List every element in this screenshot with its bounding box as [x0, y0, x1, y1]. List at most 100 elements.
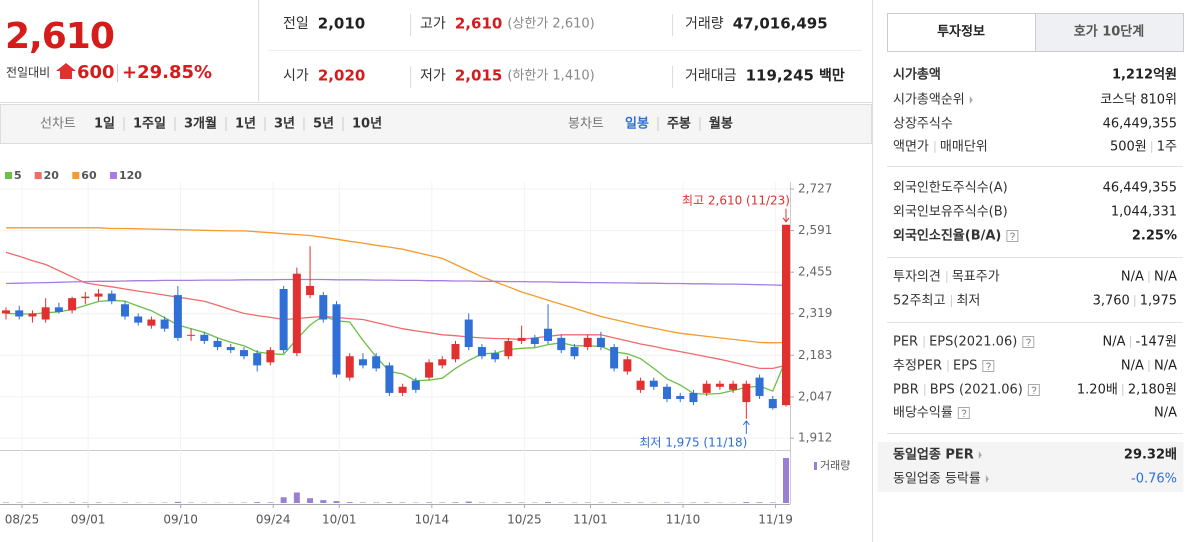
period-button[interactable]: 월봉: [709, 116, 733, 132]
candle-body: [570, 347, 579, 357]
candle-body: [411, 380, 420, 390]
volume-bar: [505, 502, 512, 503]
legend-label: 5: [14, 169, 22, 182]
ma-line: [6, 227, 787, 344]
ma-line: [5, 251, 787, 370]
candle-body: [610, 347, 619, 369]
candle-body: [147, 319, 156, 326]
row-value: N/A: [1121, 359, 1144, 374]
candle-body: [358, 359, 367, 366]
summary-note: (상한가 2,610): [507, 17, 594, 32]
ma-line: [5, 278, 787, 286]
row-value: -147원: [1136, 335, 1177, 350]
candle-body: [54, 307, 63, 312]
tab[interactable]: [1035, 13, 1184, 52]
candle-body: [2, 310, 10, 314]
price: 2,610: [5, 16, 114, 57]
volume-bar: [756, 502, 763, 503]
row-label: 최저: [956, 294, 980, 309]
summary-value: 2,610: [455, 15, 502, 33]
period-button[interactable]: 3년: [274, 117, 295, 132]
volume-bar: [465, 501, 472, 503]
candle-body: [649, 380, 658, 387]
candle-body: [702, 383, 711, 393]
candle-body: [345, 356, 354, 378]
legend-label: 120: [119, 169, 142, 182]
help-icon: [982, 360, 995, 372]
x-tick-label: 11/10: [666, 513, 701, 527]
period-button[interactable]: 일봉: [625, 117, 649, 132]
summary-note: (하한가 1,410): [507, 69, 594, 84]
y-tick-label: 2,319: [798, 306, 832, 320]
row-value: N/A: [1103, 335, 1126, 350]
candle-body: [729, 383, 738, 390]
tab-label[interactable]: 호가 10단계: [1074, 24, 1144, 40]
row-label: EPS(2021.06): [929, 335, 1017, 350]
volume-bar: [267, 502, 274, 503]
period-button[interactable]: 3개월: [184, 116, 217, 132]
legend-swatch: [34, 172, 42, 179]
link-icon: [985, 475, 989, 483]
legend-swatch: [72, 172, 80, 179]
help-glyph: [961, 409, 967, 417]
volume-bar: [386, 502, 393, 503]
candle-body: [200, 334, 209, 341]
candle-body: [253, 353, 262, 366]
summary-label: 거래대금: [685, 68, 737, 84]
period-button[interactable]: 주봉: [667, 117, 691, 132]
help-icon: [1006, 230, 1019, 242]
change-label: 전일대비: [6, 66, 50, 80]
volume-bar: [783, 458, 789, 503]
up-icon: [56, 63, 76, 79]
row-label: 52주최고: [893, 294, 945, 309]
help-glyph: [1031, 386, 1037, 394]
candle-body: [107, 293, 116, 302]
candle-body: [372, 356, 381, 369]
row-label: 시가총액순위: [893, 93, 965, 108]
volume-bar: [611, 502, 618, 503]
candle-body: [81, 296, 90, 299]
legend-label: 60: [81, 169, 97, 182]
volume-bar: [320, 500, 327, 503]
x-tick-label: 10/01: [322, 513, 357, 527]
row-value: N/A: [1154, 406, 1177, 421]
y-tick-label: 2,183: [798, 348, 832, 362]
summary-label: 시가: [283, 68, 309, 84]
x-tick-label: 09/10: [163, 513, 198, 527]
tab-label[interactable]: 투자정보: [937, 24, 985, 40]
row-value: 1.20배: [1077, 383, 1118, 398]
highlight-box: [877, 442, 1184, 492]
row-label: 동일업종 PER: [893, 448, 974, 463]
row-value: 2.25%: [1132, 229, 1177, 244]
row-label: PBR: [893, 383, 919, 398]
y-tick-label: 2,455: [798, 265, 832, 279]
summary-value: 2,015: [455, 67, 502, 85]
summary-value: 47,016,495: [733, 15, 828, 33]
row-label: 상장주식수: [893, 117, 953, 132]
candle-body: [239, 350, 248, 357]
row-label: 동일업종 등락률: [893, 472, 981, 487]
candle-body: [279, 288, 288, 351]
candle-body: [583, 337, 592, 348]
candle-body: [768, 399, 777, 409]
period-button[interactable]: 1년: [235, 117, 256, 132]
candle-body: [306, 285, 315, 296]
candle-body: [689, 392, 698, 403]
low-annotation: 최저 1,975 (11/18): [639, 435, 747, 449]
period-button[interactable]: 1일: [94, 117, 115, 132]
candle-body: [398, 386, 407, 393]
volume-bar: [452, 502, 459, 503]
period-button[interactable]: 10년: [352, 117, 382, 132]
period-button[interactable]: 1주일: [133, 117, 166, 132]
candle-body: [173, 295, 182, 338]
x-tick-label: 10/14: [415, 513, 450, 527]
row-value: N/A: [1121, 270, 1144, 285]
candle-body: [491, 353, 500, 360]
row-value: 29.32배: [1124, 447, 1177, 463]
row-value: 1,975: [1140, 294, 1177, 309]
period-button[interactable]: 5년: [313, 117, 334, 132]
x-tick-label: 09/24: [256, 513, 291, 527]
candle-body: [676, 395, 685, 400]
ma-line: [5, 299, 787, 395]
